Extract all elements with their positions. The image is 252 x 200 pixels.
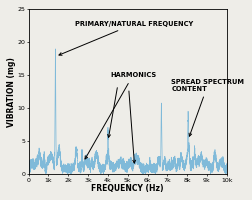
X-axis label: FREQUENCY (Hz): FREQUENCY (Hz) [91, 184, 164, 193]
Y-axis label: VIBRATION (mg): VIBRATION (mg) [7, 57, 16, 127]
Text: HARMONICS: HARMONICS [85, 72, 156, 159]
Text: SPREAD SPECTRUM
CONTENT: SPREAD SPECTRUM CONTENT [171, 79, 244, 136]
Text: PRIMARY/NATURAL FREQUENCY: PRIMARY/NATURAL FREQUENCY [59, 21, 194, 55]
